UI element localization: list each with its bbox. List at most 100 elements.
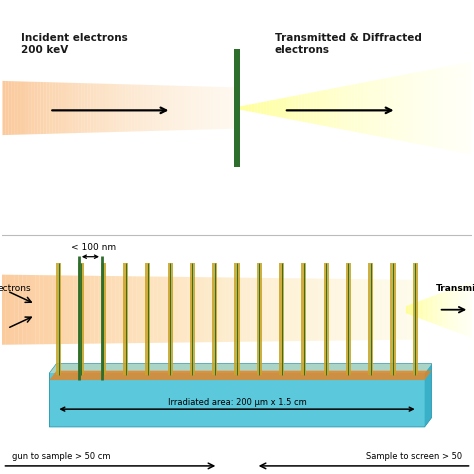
Polygon shape [421, 300, 422, 319]
Polygon shape [123, 84, 126, 132]
Polygon shape [204, 277, 209, 342]
Polygon shape [407, 280, 411, 340]
Polygon shape [114, 84, 117, 132]
Polygon shape [46, 82, 49, 134]
Polygon shape [137, 276, 141, 343]
Polygon shape [170, 85, 173, 130]
Polygon shape [293, 278, 297, 341]
Polygon shape [149, 276, 154, 343]
Polygon shape [416, 72, 419, 144]
Polygon shape [337, 87, 339, 129]
Polygon shape [428, 297, 429, 322]
Polygon shape [174, 277, 179, 343]
Polygon shape [90, 276, 94, 344]
Polygon shape [65, 275, 69, 344]
Polygon shape [339, 87, 343, 129]
Polygon shape [158, 277, 162, 343]
Polygon shape [319, 91, 322, 126]
Polygon shape [409, 305, 410, 315]
Polygon shape [190, 86, 193, 130]
Polygon shape [460, 285, 461, 334]
Polygon shape [141, 276, 145, 343]
Polygon shape [105, 84, 108, 132]
Text: Sample to screen > 50: Sample to screen > 50 [366, 452, 462, 461]
Polygon shape [372, 80, 375, 136]
Polygon shape [255, 103, 257, 113]
Polygon shape [167, 85, 170, 130]
Polygon shape [49, 82, 52, 134]
Polygon shape [454, 64, 457, 152]
Polygon shape [422, 300, 423, 320]
Polygon shape [128, 276, 132, 343]
Polygon shape [173, 86, 175, 130]
Polygon shape [472, 281, 474, 338]
Polygon shape [366, 82, 369, 135]
Polygon shape [390, 77, 392, 139]
Polygon shape [363, 82, 366, 134]
Polygon shape [155, 85, 158, 131]
Polygon shape [375, 80, 378, 137]
Polygon shape [467, 283, 468, 337]
Polygon shape [199, 86, 202, 130]
Polygon shape [272, 278, 276, 341]
Polygon shape [1, 274, 6, 345]
Polygon shape [456, 287, 457, 332]
Text: Transmitted & Diffracted
electrons: Transmitted & Diffracted electrons [274, 33, 421, 55]
Text: < 100 nm: < 100 nm [72, 243, 117, 252]
Polygon shape [154, 276, 158, 343]
Polygon shape [392, 76, 395, 140]
Polygon shape [419, 301, 421, 319]
Polygon shape [447, 290, 448, 329]
Polygon shape [382, 279, 386, 340]
Polygon shape [102, 83, 105, 132]
Polygon shape [78, 275, 82, 344]
Polygon shape [301, 263, 306, 375]
Polygon shape [460, 63, 463, 153]
Polygon shape [407, 305, 409, 314]
Polygon shape [442, 67, 445, 149]
Polygon shape [398, 280, 402, 340]
Polygon shape [339, 279, 344, 340]
Polygon shape [49, 373, 425, 427]
Polygon shape [61, 275, 65, 344]
Polygon shape [470, 282, 471, 337]
Polygon shape [450, 289, 451, 330]
Polygon shape [84, 83, 88, 133]
Polygon shape [324, 263, 328, 375]
Polygon shape [246, 278, 251, 342]
Polygon shape [343, 86, 346, 130]
Polygon shape [181, 86, 184, 130]
Polygon shape [246, 105, 249, 111]
Polygon shape [448, 65, 451, 150]
Polygon shape [448, 290, 450, 329]
Polygon shape [352, 279, 356, 340]
Polygon shape [191, 277, 196, 342]
Polygon shape [235, 263, 239, 375]
Polygon shape [383, 78, 386, 138]
Polygon shape [297, 278, 301, 341]
Polygon shape [425, 364, 432, 427]
Polygon shape [179, 277, 183, 343]
Polygon shape [234, 87, 237, 129]
Polygon shape [346, 85, 348, 131]
Polygon shape [440, 293, 441, 327]
Polygon shape [471, 282, 472, 338]
Polygon shape [394, 280, 398, 340]
Text: Incident electrons
200 keV: Incident electrons 200 keV [21, 33, 128, 55]
Polygon shape [426, 298, 427, 321]
Polygon shape [222, 87, 225, 129]
Polygon shape [208, 87, 210, 129]
Polygon shape [310, 279, 314, 341]
Polygon shape [52, 82, 55, 134]
Polygon shape [111, 84, 114, 132]
Polygon shape [269, 100, 272, 116]
Polygon shape [234, 278, 238, 342]
Polygon shape [11, 81, 14, 135]
Polygon shape [187, 86, 190, 130]
Polygon shape [82, 276, 86, 344]
Polygon shape [398, 75, 401, 141]
Polygon shape [304, 93, 307, 123]
Polygon shape [465, 283, 466, 336]
Polygon shape [344, 279, 348, 340]
Polygon shape [423, 299, 425, 320]
